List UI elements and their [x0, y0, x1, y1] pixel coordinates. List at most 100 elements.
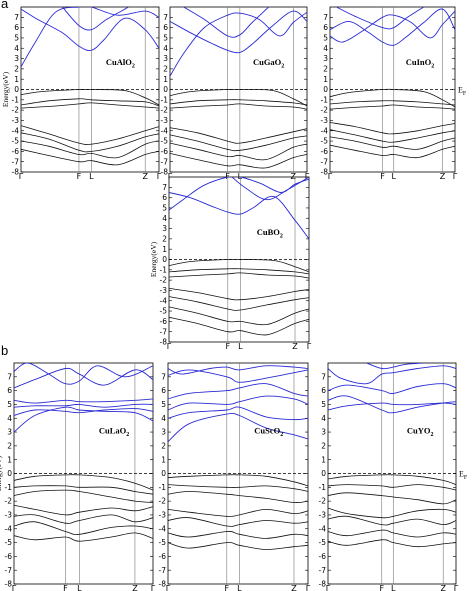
y-tick-label: -2 [321, 106, 329, 115]
kpoint-label: Z [132, 584, 138, 591]
conduction-band [169, 177, 309, 211]
y-tick-label: 0 [7, 469, 12, 478]
conduction-band [328, 365, 456, 385]
material-label-subscript: 2 [132, 63, 135, 69]
kpoint-label: Γ [157, 172, 162, 181]
conduction-band [168, 406, 308, 421]
material-label-text: CuInO [406, 57, 432, 67]
kpoint-label: F [379, 584, 384, 591]
band-panel-CuAlO2: Γ F L Z Γ-8-7-6-5-4-3-2-101234567CuAlO2Energ… [1, 6, 162, 181]
y-tick-label: -3 [161, 116, 169, 125]
y-tick-label: 1 [323, 75, 328, 84]
kpoint-label: Γ [326, 584, 331, 591]
y-tick-label: 7 [163, 13, 168, 22]
y-tick-label: -6 [161, 147, 169, 156]
kpoint-label: Z [291, 584, 297, 591]
y-axis-title: Energy(eV) [0, 455, 3, 491]
panel-letter-b: b [1, 343, 9, 358]
conduction-band [170, 10, 307, 54]
valence-band [21, 125, 159, 145]
material-label-subscript: 2 [126, 432, 129, 438]
y-tick-label: 6 [321, 386, 326, 395]
y-tick-label: 4 [14, 44, 19, 53]
y-tick-label: 4 [323, 44, 328, 53]
y-tick-label: -2 [5, 497, 13, 506]
material-label-subscript: 2 [280, 233, 283, 239]
valence-band [330, 144, 455, 159]
y-tick-label: -4 [160, 296, 168, 305]
fermi-label: EF [459, 470, 468, 482]
fermi-label-subscript: F [463, 91, 467, 97]
valence-band [328, 484, 456, 491]
conduction-band [170, 11, 307, 77]
conduction-band [168, 369, 308, 383]
y-tick-label: -6 [319, 552, 327, 561]
kpoint-label: L [238, 342, 243, 351]
y-tick-label: 0 [163, 85, 168, 94]
y-tick-label: -2 [159, 497, 167, 506]
band-curves [328, 363, 456, 548]
valence-band [169, 296, 309, 311]
y-tick-label: 2 [321, 441, 326, 450]
y-tick-label: -4 [159, 524, 167, 533]
y-tick-label: 6 [14, 23, 19, 32]
y-tick-label: 7 [162, 183, 167, 192]
y-tick-label: -2 [319, 497, 327, 506]
y-tick-label: 5 [321, 400, 326, 409]
y-tick-label: 6 [323, 23, 328, 32]
y-tick-label: 3 [162, 224, 167, 233]
y-tick-label: -7 [319, 566, 327, 575]
panel-letter-a: a [1, 0, 9, 11]
conduction-band [14, 408, 153, 416]
material-label-subscript: 2 [280, 432, 283, 438]
valence-band [14, 504, 153, 516]
y-tick-label: 5 [14, 34, 19, 43]
y-tick-label: 3 [7, 428, 12, 437]
kpoint-label: F [77, 172, 82, 181]
kpoint-label: Γ [19, 172, 24, 181]
valence-band [14, 474, 153, 491]
valence-band [328, 529, 456, 538]
y-tick-label: -3 [5, 511, 13, 520]
valence-band [21, 148, 159, 166]
y-tick-label: 6 [7, 386, 12, 395]
valence-band [21, 98, 159, 107]
material-label: CuYO2 [407, 425, 434, 438]
conduction-band [366, 363, 425, 370]
y-tick-label: -8 [12, 168, 20, 177]
y-tick-label: -1 [321, 95, 329, 104]
conduction-band [169, 192, 309, 240]
kpoint-label: Z [440, 584, 446, 591]
y-tick-label: -4 [5, 524, 13, 533]
y-tick-label: -2 [161, 106, 169, 115]
y-tick-label: 5 [323, 34, 328, 43]
y-tick-label: -6 [321, 147, 329, 156]
valence-band [14, 521, 153, 535]
fermi-label: EF [458, 86, 467, 98]
valence-band [169, 288, 309, 301]
y-tick-label: 5 [7, 400, 12, 409]
y-tick-label: -7 [12, 157, 20, 166]
y-tick-label: 2 [323, 64, 328, 73]
y-tick-label: -8 [161, 168, 169, 177]
valence-band [14, 532, 153, 542]
y-tick-label: -3 [159, 511, 167, 520]
valence-band [169, 306, 309, 326]
kpoint-label: Γ [305, 172, 310, 181]
valence-band [21, 88, 159, 106]
kpoint-label: Z [440, 172, 446, 181]
kpoint-label: L [89, 172, 94, 181]
y-tick-label: 4 [162, 214, 167, 223]
conduction-band [14, 363, 153, 385]
kpoint-label: Γ [151, 584, 156, 591]
valence-band [328, 539, 456, 548]
y-tick-label: 0 [321, 469, 326, 478]
kpoint-label: Γ [454, 584, 459, 591]
y-tick-label: 5 [163, 34, 168, 43]
band-panel-CuBO2: Γ F L Z Γ-8-7-6-5-4-3-2-101234567CuBO2Energy… [149, 176, 312, 351]
y-tick-label: -6 [12, 147, 20, 156]
y-tick-label: -4 [161, 126, 169, 135]
kpoint-label: F [63, 584, 68, 591]
y-tick-label: -6 [160, 317, 168, 326]
